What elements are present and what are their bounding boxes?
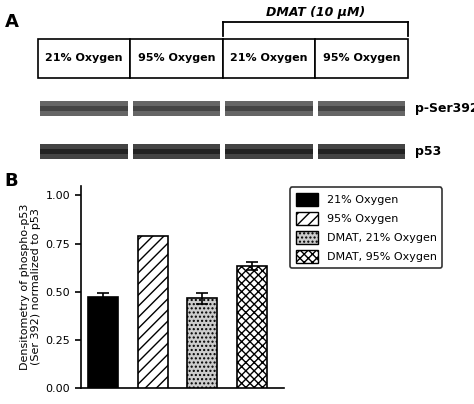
- Text: A: A: [5, 13, 18, 31]
- FancyBboxPatch shape: [130, 39, 223, 78]
- Bar: [133, 143, 220, 159]
- Bar: [318, 106, 405, 111]
- Text: 21% Oxygen: 21% Oxygen: [46, 53, 123, 63]
- FancyBboxPatch shape: [315, 39, 408, 78]
- Legend: 21% Oxygen, 95% Oxygen, DMAT, 21% Oxygen, DMAT, 95% Oxygen: 21% Oxygen, 95% Oxygen, DMAT, 21% Oxygen…: [290, 187, 442, 268]
- Bar: [40, 143, 128, 159]
- Bar: [88, 297, 118, 388]
- Y-axis label: Densitometry of phospho-p53
(Ser 392) normalized to p53: Densitometry of phospho-p53 (Ser 392) no…: [19, 204, 41, 370]
- Bar: [318, 101, 405, 116]
- Bar: [225, 101, 313, 116]
- Bar: [225, 149, 313, 154]
- Bar: [133, 149, 220, 154]
- Bar: [237, 266, 267, 388]
- Bar: [138, 236, 168, 388]
- Bar: [40, 149, 128, 154]
- Text: 95% Oxygen: 95% Oxygen: [138, 53, 215, 63]
- Bar: [225, 106, 313, 111]
- Bar: [133, 101, 220, 116]
- Bar: [318, 143, 405, 159]
- Bar: [40, 101, 128, 116]
- FancyBboxPatch shape: [38, 39, 130, 78]
- Text: 95% Oxygen: 95% Oxygen: [323, 53, 400, 63]
- Bar: [40, 106, 128, 111]
- Text: 21% Oxygen: 21% Oxygen: [230, 53, 308, 63]
- Text: DMAT (10 μM): DMAT (10 μM): [265, 6, 365, 19]
- Text: p-Ser392: p-Ser392: [415, 102, 474, 115]
- FancyBboxPatch shape: [223, 39, 315, 78]
- Bar: [187, 299, 217, 388]
- Bar: [225, 143, 313, 159]
- Bar: [318, 149, 405, 154]
- Text: B: B: [5, 172, 18, 190]
- Bar: [133, 106, 220, 111]
- Text: p53: p53: [415, 145, 441, 158]
